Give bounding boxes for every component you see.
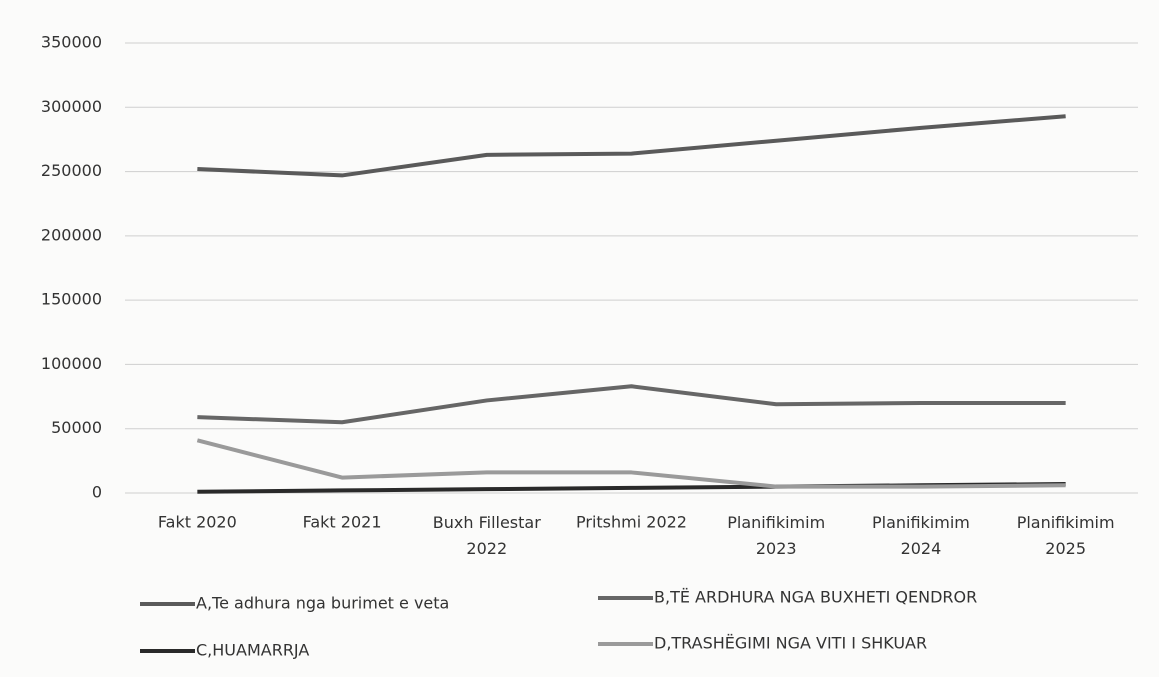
series-line	[197, 114, 1066, 178]
y-tick-label: 0	[92, 483, 102, 502]
x-tick-label: Planifikimim 2025	[1017, 513, 1115, 558]
series-line	[197, 384, 1066, 425]
y-tick-label: 150000	[41, 290, 102, 309]
legend-label: A,Te adhura nga burimet e veta	[196, 594, 449, 613]
x-tick-label: Planifikimim 2024	[872, 513, 970, 558]
legend-label: D,TRASHËGIMI NGA VITI I SHKUAR	[654, 634, 927, 653]
y-tick-label: 250000	[41, 161, 102, 180]
x-tick-label: Planifikimim 2023	[727, 513, 825, 558]
y-tick-label: 100000	[41, 354, 102, 373]
x-tick-label: Pritshmi 2022	[576, 513, 687, 532]
y-tick-label: 350000	[41, 33, 102, 52]
y-tick-label: 300000	[41, 97, 102, 116]
series-line	[196, 438, 1066, 489]
x-tick-label: Buxh Fillestar 2022	[433, 513, 541, 558]
y-tick-label: 200000	[41, 225, 102, 244]
legend-label: B,TË ARDHURA NGA BUXHETI QENDROR	[654, 588, 977, 607]
y-tick-label: 50000	[51, 418, 102, 437]
x-tick-label: Fakt 2021	[303, 513, 382, 532]
legend-label: C,HUAMARRJA	[196, 641, 309, 660]
x-tick-label: Fakt 2020	[158, 513, 237, 532]
